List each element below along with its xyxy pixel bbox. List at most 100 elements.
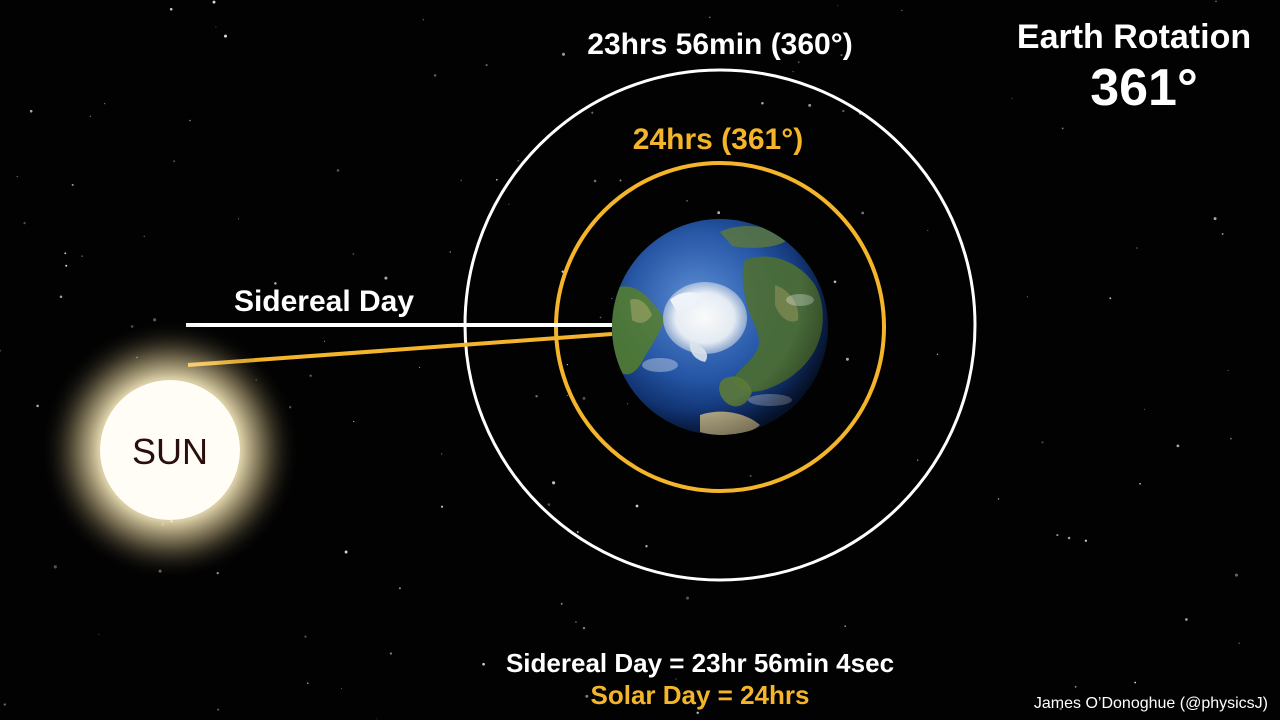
star (482, 662, 485, 666)
star (792, 71, 794, 73)
star (223, 34, 228, 38)
star (1134, 681, 1137, 684)
star (103, 102, 106, 105)
sun (40, 320, 300, 580)
star (304, 635, 307, 638)
star (495, 178, 498, 181)
star (353, 420, 355, 423)
star (552, 481, 556, 485)
star (837, 5, 839, 7)
star (16, 175, 18, 178)
star (309, 374, 312, 377)
star (686, 200, 688, 202)
star (611, 298, 613, 300)
star (1215, 0, 1217, 3)
star (547, 503, 551, 506)
credit-text: James O’Donoghue (@physicsJ) (1034, 695, 1268, 712)
star (861, 211, 865, 215)
star (71, 183, 74, 186)
star (631, 36, 634, 39)
star (0, 349, 2, 352)
star (1230, 437, 1232, 440)
star (566, 395, 568, 397)
star (53, 565, 57, 569)
star (376, 718, 378, 720)
solar-equation: Solar Day = 24hrs (591, 680, 810, 710)
title-line2: 361° (1090, 59, 1198, 117)
star (384, 276, 388, 280)
star (627, 403, 629, 405)
star (517, 159, 520, 162)
star (508, 203, 510, 205)
star (36, 404, 39, 408)
star (1213, 217, 1217, 221)
star (1238, 642, 1240, 645)
star (173, 160, 176, 163)
star (561, 52, 566, 56)
star (1084, 539, 1088, 542)
star (645, 545, 648, 548)
inner-orbit-label: 24hrs (361°) (633, 123, 803, 156)
star (1109, 297, 1112, 300)
star (189, 119, 191, 122)
star (844, 625, 846, 627)
star (845, 357, 849, 361)
star (842, 109, 845, 113)
star (561, 270, 564, 273)
star (1139, 482, 1141, 485)
star (1067, 536, 1071, 540)
star (153, 318, 157, 322)
star (89, 115, 91, 117)
star (717, 211, 721, 215)
star (398, 587, 401, 590)
sidereal-equation: Sidereal Day = 23hr 56min 4sec (506, 648, 894, 678)
star (708, 16, 711, 19)
star (916, 459, 919, 461)
star (582, 626, 586, 630)
star (340, 688, 342, 690)
star (808, 103, 812, 107)
star (591, 111, 594, 114)
star (307, 682, 309, 684)
star (485, 64, 488, 67)
star (686, 596, 689, 600)
star (169, 7, 173, 11)
star (833, 280, 837, 284)
star (422, 19, 424, 21)
star (64, 252, 67, 255)
star (3, 703, 6, 706)
star (98, 633, 100, 635)
star (1234, 573, 1239, 577)
star (593, 179, 597, 183)
star (419, 366, 421, 369)
star (566, 364, 568, 366)
star (696, 711, 699, 714)
star (582, 396, 586, 400)
star (323, 340, 326, 342)
star (560, 602, 563, 605)
sun-label: SUN (132, 431, 208, 472)
star (619, 179, 622, 182)
star (23, 221, 26, 225)
star (1056, 534, 1059, 537)
star (1136, 247, 1138, 249)
star (1221, 233, 1224, 235)
star (81, 255, 83, 257)
star (441, 453, 443, 455)
title-line1: Earth Rotation (1017, 18, 1251, 56)
star (352, 253, 355, 255)
star (433, 74, 437, 77)
star (389, 652, 393, 655)
star (29, 109, 33, 113)
star (901, 9, 903, 12)
star (675, 678, 677, 680)
star (336, 169, 340, 172)
star (1176, 444, 1180, 448)
star (143, 235, 145, 237)
star (840, 54, 843, 57)
starfield (0, 0, 1240, 720)
star (936, 353, 939, 356)
star (1227, 369, 1229, 371)
